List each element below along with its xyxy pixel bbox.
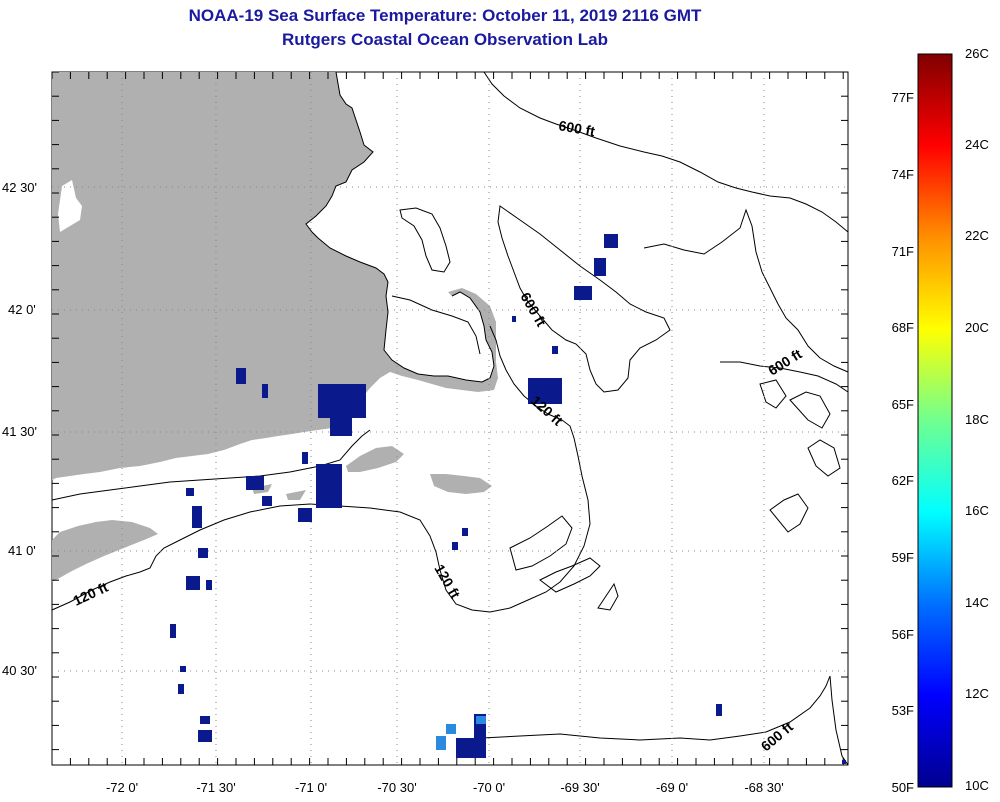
colorbar-label-50f: 50F (891, 780, 914, 795)
colorbar-label-12c: 12C (965, 686, 989, 701)
colorbar-label-14c: 14C (965, 595, 989, 610)
frame-ticks (51, 71, 848, 765)
colorbar-label-56f: 56F (891, 627, 914, 642)
lat-label-42-0: 42 0' (8, 302, 36, 317)
isobath-600ft-east (720, 361, 849, 393)
colorbar-label-16c: 16C (965, 503, 989, 518)
colorbar-label-20c: 20C (965, 320, 989, 335)
colorbar-gradient (917, 53, 953, 788)
colorbar-label-10c: 10C (965, 778, 989, 793)
land-small-islands (252, 484, 306, 500)
lat-label-42-30: 42 30' (2, 180, 38, 195)
colorbar-label-65f: 65F (891, 397, 914, 412)
map-subtitle: Rutgers Coastal Ocean Observation Lab (282, 30, 608, 49)
lon-label-69-0: -69 0' (655, 780, 689, 795)
contour-label-600ft-a: 600 ft (557, 117, 596, 139)
lon-label-71-0: -71 0' (294, 780, 328, 795)
colorbar-label-68f: 68F (891, 320, 914, 335)
sst-cold-patches (170, 234, 846, 764)
colorbar-label-24c: 24C (965, 137, 989, 152)
land-white-patch (58, 180, 82, 232)
lon-label-70-0: -70 0' (472, 780, 506, 795)
land-marthas-vineyard (346, 446, 404, 472)
land-nantucket (430, 474, 492, 494)
lat-label-40-30: 40 30' (2, 663, 38, 678)
isobath-600ft-georges (643, 208, 849, 373)
colorbar-label-18c: 18C (965, 412, 989, 427)
land-long-island (52, 520, 158, 582)
colorbar-label-53f: 53F (891, 703, 914, 718)
isobath-120ft (51, 325, 591, 613)
colorbar-label-62f: 62F (891, 473, 914, 488)
colorbar-label-59f: 59F (891, 550, 914, 565)
colorbar-label-77f: 77F (891, 90, 914, 105)
isobath-120ft-inner (51, 429, 371, 501)
isobath-capecod (391, 295, 481, 355)
lon-label-68-30: -68 30' (744, 780, 784, 795)
isobath-600ft-north (483, 71, 849, 233)
colorbar-label-26c: 26C (965, 46, 989, 61)
lat-label-41-0: 41 0' (8, 543, 36, 558)
isobath-600ft-se (481, 675, 849, 766)
isobath-shoals (509, 515, 619, 611)
coastline (305, 71, 495, 383)
lon-label-72-0: -72 0' (105, 780, 139, 795)
lon-label-69-30: -69 30' (560, 780, 600, 795)
sst-warmer-patches (436, 716, 486, 750)
lon-label-71-30: -71 30' (196, 780, 236, 795)
lon-label-70-30: -70 30' (377, 780, 417, 795)
colorbar-label-74f: 74F (891, 167, 914, 182)
lat-label-41-30: 41 30' (2, 424, 38, 439)
isobath-600ft-basin (399, 207, 451, 273)
colorbar-label-71f: 71F (891, 244, 914, 259)
isobath-600ft-wilkinson (497, 205, 671, 393)
land-mainland (52, 72, 498, 480)
map-title: NOAA-19 Sea Surface Temperature: October… (188, 6, 702, 25)
colorbar-label-22c: 22C (965, 228, 989, 243)
isobath-600ft-canyons (759, 379, 841, 533)
